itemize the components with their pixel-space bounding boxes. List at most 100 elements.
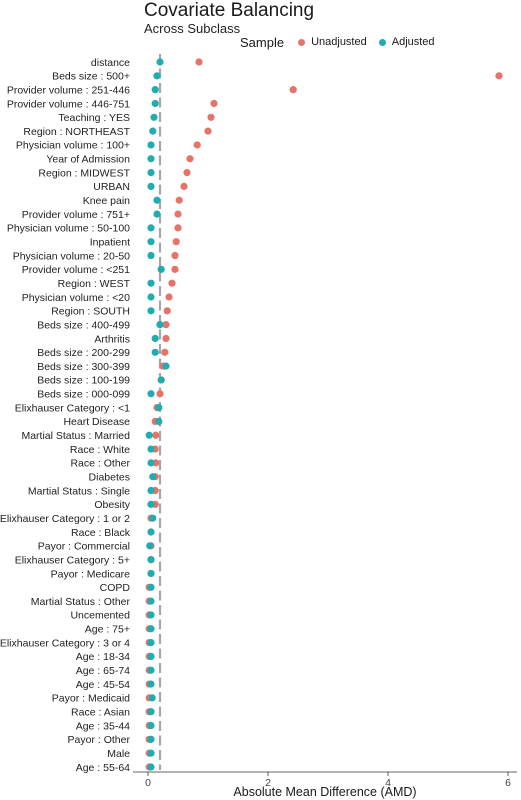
y-tick-label: Race : Other — [70, 458, 130, 470]
point-unadjusted — [171, 251, 179, 260]
point-adjusted — [147, 749, 155, 757]
point-adjusted — [147, 182, 155, 191]
point-unadjusted — [204, 127, 212, 135]
point-adjusted — [147, 168, 155, 177]
point-unadjusted — [495, 72, 503, 80]
point-adjusted — [147, 708, 155, 716]
legend-label-unadjusted: Unadjusted — [311, 36, 367, 48]
point-unadjusted — [174, 210, 182, 218]
point-adjusted — [148, 694, 156, 702]
point-adjusted — [149, 127, 157, 135]
x-axis-title: Absolute Mean Difference (AMD) — [233, 785, 416, 799]
y-tick-label: Age : 18-34 — [76, 651, 130, 663]
y-tick-label: Beds size : 500+ — [52, 71, 130, 83]
y-tick-label: Beds size : 300-399 — [37, 361, 130, 373]
point-adjusted — [147, 611, 155, 619]
y-tick-label: Physician volume : 100+ — [16, 140, 130, 152]
y-tick-label: Age : 45-54 — [76, 679, 130, 691]
y-tick-label: Elixhauser Category : 5+ — [15, 554, 130, 566]
y-tick-label: Payor : Medicaid — [52, 693, 130, 705]
chart-subtitle: Across Subclass — [144, 21, 241, 36]
point-unadjusted — [162, 334, 170, 343]
point-adjusted — [147, 569, 155, 578]
y-tick-label: Region : NORTHEAST — [23, 126, 130, 138]
y-tick-label: Elixhauser Category : 3 or 4 — [0, 637, 130, 649]
point-adjusted — [155, 403, 163, 412]
y-tick-label: Elixhauser Category : 1 or 2 — [0, 513, 130, 525]
y-tick-label: Beds size : 100-199 — [37, 375, 130, 387]
point-adjusted — [147, 390, 155, 398]
point-unadjusted — [172, 238, 180, 246]
point-adjusted — [147, 597, 155, 605]
point-adjusted — [156, 58, 164, 66]
chart-title: Covariate Balancing — [144, 0, 315, 21]
y-tick-label: Diabetes — [89, 472, 130, 484]
y-tick-label: Martial Status : Single — [28, 485, 130, 497]
point-adjusted — [151, 86, 159, 94]
y-tick-label: Provider volume : 751+ — [22, 209, 130, 221]
point-adjusted — [147, 459, 155, 467]
y-tick-label: Age : 75+ — [85, 624, 130, 636]
point-adjusted — [147, 224, 155, 232]
y-tick-label: Physician volume : <20 — [22, 292, 130, 304]
y-tick-label: Teaching : YES — [58, 112, 130, 124]
point-adjusted — [157, 265, 165, 273]
point-adjusted — [147, 251, 155, 260]
y-tick-label: Inpatient — [90, 237, 130, 249]
y-tick-label: Year of Admission — [46, 154, 130, 166]
point-adjusted — [147, 155, 155, 163]
y-tick-label: Male — [107, 748, 130, 760]
y-tick-label: Region : SOUTH — [51, 306, 130, 318]
point-unadjusted — [156, 390, 164, 398]
point-adjusted — [147, 445, 155, 453]
point-adjusted — [147, 625, 155, 633]
point-adjusted — [147, 307, 155, 315]
point-adjusted — [156, 321, 164, 329]
point-adjusted — [153, 196, 161, 204]
point-adjusted — [157, 376, 165, 384]
y-tick-label: Age : 55-64 — [76, 762, 130, 774]
point-adjusted — [147, 638, 155, 647]
y-tick-label: Race : Black — [71, 527, 131, 539]
y-tick-label: Elixhauser Category : <1 — [15, 402, 130, 414]
point-adjusted — [146, 542, 154, 550]
legend-item-adjusted: Adjusted — [378, 36, 435, 48]
y-tick-label: Uncemented — [70, 610, 130, 622]
point-unadjusted — [180, 182, 188, 191]
point-adjusted — [147, 293, 155, 301]
point-unadjusted — [161, 348, 169, 356]
point-adjusted — [147, 583, 155, 591]
point-adjusted — [150, 113, 158, 121]
x-tick-label: 6 — [505, 777, 511, 789]
point-unadjusted — [162, 321, 170, 329]
y-tick-label: Region : MIDWEST — [38, 167, 130, 179]
point-adjusted — [147, 486, 155, 495]
point-unadjusted — [175, 196, 183, 204]
y-tick-label: Martial Status : Married — [21, 430, 130, 442]
point-adjusted — [147, 666, 155, 674]
x-tick-label: 2 — [265, 777, 271, 789]
y-tick-label: Beds size : 400-499 — [37, 319, 130, 331]
y-tick-label: Payor : Commercial — [38, 541, 130, 553]
y-tick-label: Provider volume : <251 — [22, 264, 130, 276]
y-tick-label: Region : WEST — [58, 278, 131, 290]
point-adjusted — [151, 99, 159, 108]
point-unadjusted — [171, 265, 179, 273]
legend-item-unadjusted: Unadjusted — [298, 36, 367, 48]
y-tick-label: Arthritis — [94, 333, 130, 345]
point-unadjusted — [183, 168, 191, 177]
legend-label-adjusted: Adjusted — [391, 36, 435, 48]
y-tick-label: Obesity — [94, 499, 130, 511]
point-adjusted — [147, 680, 155, 688]
point-adjusted — [147, 556, 155, 564]
point-adjusted — [155, 417, 163, 426]
point-unadjusted — [210, 99, 218, 108]
legend-key-unadjusted — [298, 38, 306, 46]
y-tick-label: Beds size : 000-099 — [37, 389, 130, 401]
point-adjusted — [151, 334, 159, 343]
point-adjusted — [162, 362, 170, 370]
point-adjusted — [151, 348, 159, 356]
point-adjusted — [145, 431, 153, 439]
point-adjusted — [147, 528, 155, 536]
